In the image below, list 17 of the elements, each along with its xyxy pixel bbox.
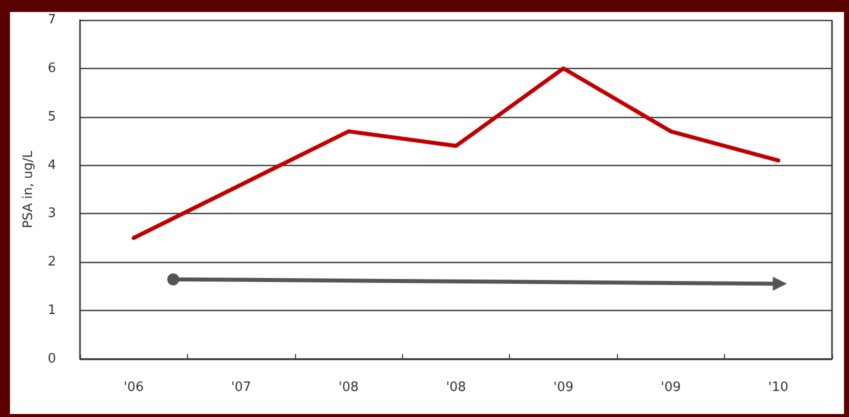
x-tick-label: '08 <box>338 380 359 395</box>
y-tick-label: 4 <box>48 158 56 173</box>
y-axis-title: PSA in, ug/L <box>21 150 36 228</box>
y-tick-label: 1 <box>48 303 56 318</box>
x-tick-label: '09 <box>553 380 574 395</box>
y-tick-label: 6 <box>48 60 56 76</box>
y-tick-label: 0 <box>48 352 56 366</box>
x-tick-label: '09 <box>660 380 681 395</box>
x-tick-label: '08 <box>446 380 466 395</box>
y-tick-label: 3 <box>48 206 56 222</box>
y-tick-label: 7 <box>48 12 56 28</box>
x-tick-label: '06 <box>124 380 144 395</box>
x-tick-label: '10 <box>768 380 788 395</box>
x-tick-label: '07 <box>231 380 252 395</box>
y-tick-label: 2 <box>48 254 56 270</box>
y-tick-label: 5 <box>48 109 56 124</box>
line-series <box>132 66 780 240</box>
